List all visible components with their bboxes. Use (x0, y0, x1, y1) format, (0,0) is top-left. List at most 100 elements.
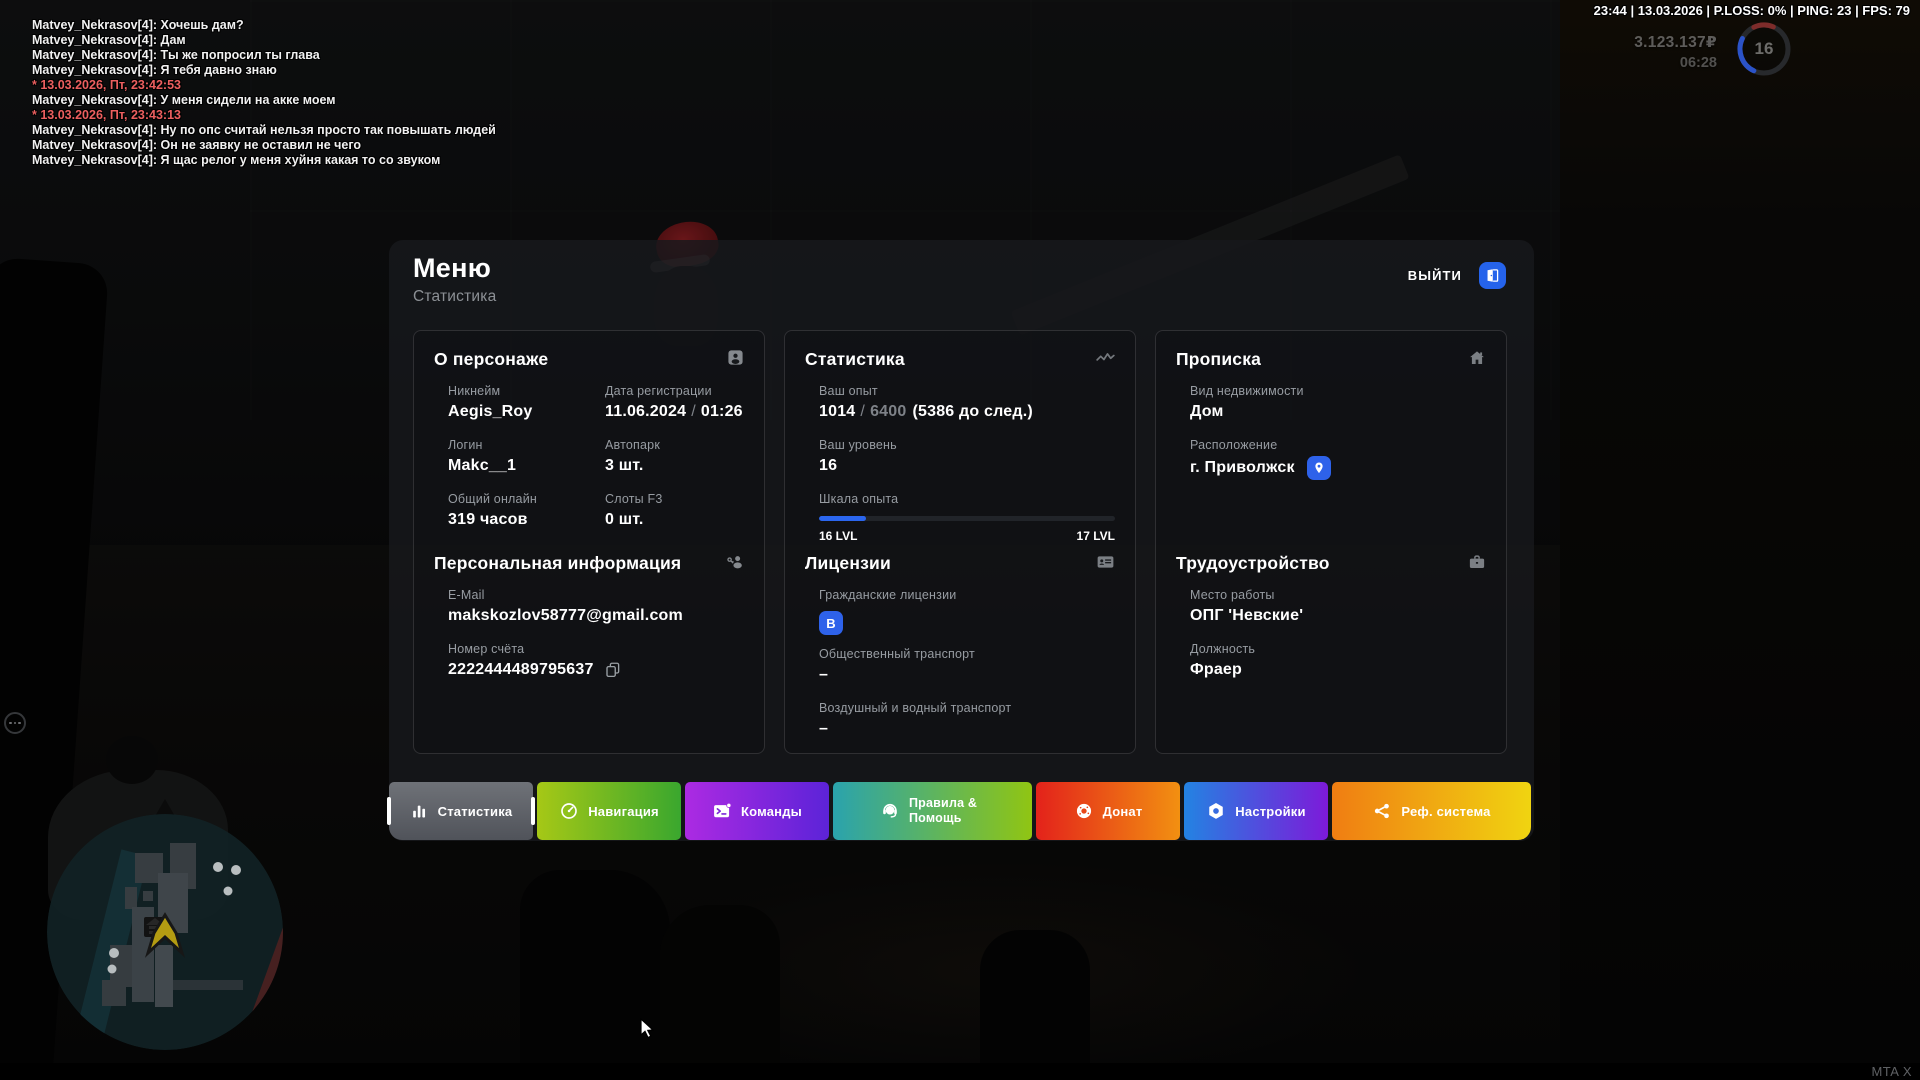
activity-pulse-icon (1096, 353, 1115, 361)
field-air-water-transport: Воздушный и водный транспорт – (819, 701, 1012, 737)
home-icon (1470, 351, 1484, 364)
chat-line: Matvey_Nekrasov[4]: Он не заявку не оста… (32, 138, 362, 152)
letterbox-bar (0, 1063, 1920, 1080)
mta-watermark: MTA X (1871, 1064, 1912, 1079)
more-options-button[interactable] (4, 712, 26, 734)
field-account-number: Номер счёта 2222444489795637 (448, 642, 744, 680)
npc-silhouette (660, 905, 780, 1080)
minimap (47, 799, 283, 1050)
section-personal-info: Персональная информация E-Mail makskozlo… (434, 553, 744, 696)
field-slots: Слоты F3 0 шт. (605, 492, 663, 528)
referral-network-icon (1375, 803, 1390, 819)
license-b-badge[interactable]: B (819, 611, 843, 635)
tab-commands[interactable]: Команды (685, 782, 829, 840)
tab-rules-help[interactable]: Правила & Помощь (833, 782, 1032, 840)
level-from-label: 16 LVL (819, 529, 858, 543)
donut-icon (1076, 803, 1091, 819)
chat-timestamp: * 13.03.2026, Пт, 23:42:53 (32, 78, 181, 92)
level-to-label: 17 LVL (1076, 529, 1115, 543)
person-portrait-icon (728, 350, 743, 365)
tab-donate[interactable]: Донат (1036, 782, 1180, 840)
section-title: О персонаже (434, 349, 549, 369)
cards-row: О персонаже Никнейм Aegis_Roy (413, 330, 1507, 754)
chat-line: Matvey_Nekrasov[4]: У меня сидели на акк… (32, 93, 336, 107)
chat-box: Matvey_Nekrasov[4]: Хочешь дам? Matvey_N… (32, 18, 496, 168)
field-online: Общий онлайн 319 часов (448, 492, 537, 528)
field-registration: Дата регистрации 11.06.2024 / 01:26 (605, 384, 743, 420)
exit-controls: ВЫЙТИ (1408, 262, 1506, 289)
section-title: Статистика (805, 349, 905, 369)
gear-icon (1209, 803, 1224, 819)
card-residence: Прописка Вид недвижимости Дом (1155, 330, 1507, 754)
card-statistics: Статистика Ваш опыт 1014 / 6400 (784, 330, 1136, 754)
section-title: Лицензии (805, 553, 891, 573)
chat-line: Matvey_Nekrasov[4]: Я тебя давно знаю (32, 63, 277, 77)
id-card-icon (1097, 556, 1114, 568)
page-subtitle: Статистика (413, 288, 497, 305)
game-time: 06:28 (1679, 55, 1717, 71)
support-headset-icon (883, 803, 897, 818)
menu-panel: Меню Статистика ВЫЙТИ О персонаже (387, 240, 1534, 841)
field-property-type: Вид недвижимости Дом (1190, 384, 1304, 420)
status-bar: 23:44 | 13.03.2026 | P.LOSS: 0% | PING: … (1593, 3, 1910, 18)
chat-line: Matvey_Nekrasov[4]: Я щас релог у меня х… (32, 153, 441, 167)
experience-progress-fill (819, 516, 866, 521)
section-stats: Статистика Ваш опыт 1014 / 6400 (805, 349, 1115, 559)
level-number: 16 (1754, 39, 1774, 58)
chat-line: Matvey_Nekrasov[4]: Хочешь дам? (32, 18, 244, 32)
field-location: Расположение г. Приволжск (1190, 438, 1486, 480)
compass-icon (561, 803, 578, 819)
section-title: Трудоустройство (1176, 553, 1330, 573)
copy-account-button[interactable] (604, 661, 622, 679)
player-silhouette (520, 870, 670, 1080)
page-title: Меню (413, 253, 492, 283)
section-licenses: Лицензии Гражданские лицензии B (805, 553, 1115, 755)
exit-button[interactable] (1479, 262, 1506, 289)
field-public-transport: Общественный транспорт – (819, 647, 975, 683)
tab-navigation[interactable]: Навигация (537, 782, 681, 840)
bar-chart-icon (412, 805, 425, 817)
chat-line: Matvey_Nekrasov[4]: Ну по опс считай нел… (32, 123, 496, 137)
section-about: О персонаже Никнейм Aegis_Roy (434, 349, 744, 546)
chat-line: Matvey_Nekrasov[4]: Ты же попросил ты гл… (32, 48, 320, 62)
field-position: Должность Фраер (1190, 642, 1256, 678)
section-title: Персональная информация (434, 553, 682, 573)
map-pin-icon (1315, 462, 1323, 474)
field-workplace: Место работы ОПГ 'Невские' (1190, 588, 1304, 624)
field-nickname: Никнейм Aegis_Roy (448, 384, 533, 420)
panel-header: Меню Статистика (413, 253, 496, 306)
section-employment: Трудоустройство Место работы ОПГ 'Невски… (1176, 553, 1486, 696)
money-amount: 3.123.137₽ (1634, 34, 1717, 51)
section-residence: Прописка Вид недвижимости Дом (1176, 349, 1486, 496)
briefcase-icon (1469, 555, 1485, 568)
terminal-icon (714, 802, 732, 818)
person-key-icon (727, 556, 742, 569)
player-marker-icon (144, 912, 186, 958)
experience-progress-track (819, 516, 1115, 521)
field-level: Ваш уровень 16 (819, 438, 897, 474)
map-dots (107, 862, 241, 974)
section-title: Прописка (1176, 349, 1262, 369)
field-civil-licenses: Гражданские лицензии B (819, 588, 1115, 635)
location-pin-button[interactable] (1306, 456, 1331, 480)
active-tab-indicator (387, 797, 391, 825)
right-building-silhouette (1560, 0, 1920, 1063)
active-tab-indicator (531, 797, 535, 825)
tab-statistics[interactable]: Статистика (387, 782, 535, 840)
field-email: E-Mail makskozlov58777@gmail.com (448, 588, 683, 624)
copy-icon (605, 662, 619, 678)
exit-label[interactable]: ВЫЙТИ (1407, 268, 1462, 283)
menu-tab-bar: Статистика Навигация Команды (387, 782, 1531, 840)
field-experience: Ваш опыт 1014 / 6400 (5386 до след.) (819, 384, 1033, 420)
tab-referral-system[interactable]: Реф. система (1332, 782, 1531, 840)
chat-timestamp: * 13.03.2026, Пт, 23:43:13 (32, 108, 181, 122)
tab-settings[interactable]: Настройки (1184, 782, 1328, 840)
npc-silhouette-2 (980, 930, 1090, 1080)
level-ring-graphic (1737, 22, 1791, 76)
chat-line: Matvey_Nekrasov[4]: Дам (32, 33, 186, 47)
wallet-hud: 3.123.137₽ 06:28 (1634, 33, 1717, 71)
level-ring: 16 (1736, 21, 1792, 77)
mouse-cursor (640, 1018, 655, 1039)
